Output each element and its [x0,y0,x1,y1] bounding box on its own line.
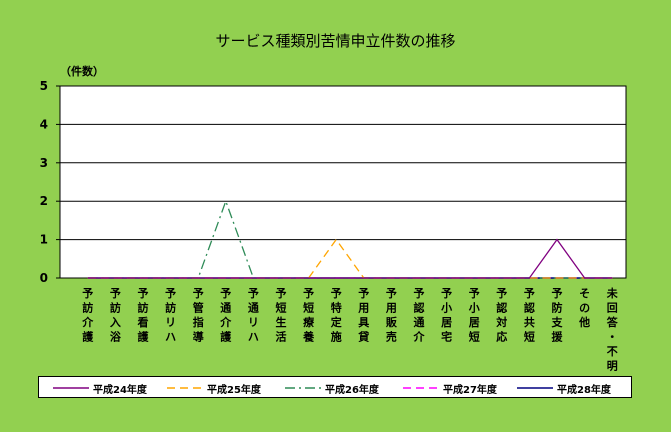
plot-area [59,85,627,279]
y-axis-unit-label: （件数） [60,65,104,78]
chart-title: サービス種類別苦情申立件数の推移 [215,32,456,50]
x-tick-label: 予管指導 [193,287,204,344]
y-tick-label: 2 [40,194,48,208]
x-tick-label: 予短療養 [303,287,315,344]
series-line [87,238,613,279]
y-tick-label: 0 [40,271,48,285]
legend-swatch [285,387,321,389]
y-tick-label: 5 [40,79,48,93]
legend-item: 平成24年度 [53,380,147,396]
x-tick-label: その他 [578,287,590,329]
legend-swatch [403,387,439,389]
legend-item: 平成28年度 [517,380,611,396]
legend-label: 平成24年度 [93,384,147,396]
x-tick-label: 予認対応 [495,287,507,344]
legend-swatch [167,387,203,389]
legend: 平成24年度 平成25年度 平成26年度 平成27年度 平成28年度 [38,376,632,398]
legend-item: 平成27年度 [403,380,497,396]
x-tick-label: 予防支援 [551,287,564,344]
legend-label: 平成28年度 [557,384,611,396]
x-tick-label: 予認通介 [413,287,426,344]
x-tick-label: 予訪入浴 [110,287,122,344]
y-tick-label: 1 [40,233,48,247]
x-tick-label: 予小居宅 [440,287,452,344]
x-tick-label: 予特定施 [331,287,342,344]
x-tick-label: 予訪看護 [138,287,150,344]
x-tick-label: 予用販売 [386,287,398,344]
x-tick-label: 予小居短 [468,287,480,344]
x-tick-label: 予通介護 [219,287,232,344]
legend-label: 平成25年度 [207,384,261,396]
x-tick-label: 予認共短 [524,287,535,344]
x-tick-label: 予訪リハ [165,287,176,344]
legend-item: 平成26年度 [285,380,379,396]
legend-label: 平成26年度 [325,384,379,396]
legend-item: 平成25年度 [167,380,261,396]
legend-label: 平成27年度 [443,384,497,396]
y-tick-label: 4 [40,117,48,131]
x-tick-label: 予短生活 [276,287,287,344]
x-tick-label: 未回答・不明 [606,286,619,373]
legend-swatch [53,387,89,389]
y-tick-label: 3 [40,156,48,170]
x-tick-label: 予通リハ [248,287,259,344]
legend-swatch [517,387,553,389]
x-tick-label: 予訪介護 [81,287,94,344]
x-tick-label: 予用具貸 [357,287,369,344]
series-line [87,238,613,279]
